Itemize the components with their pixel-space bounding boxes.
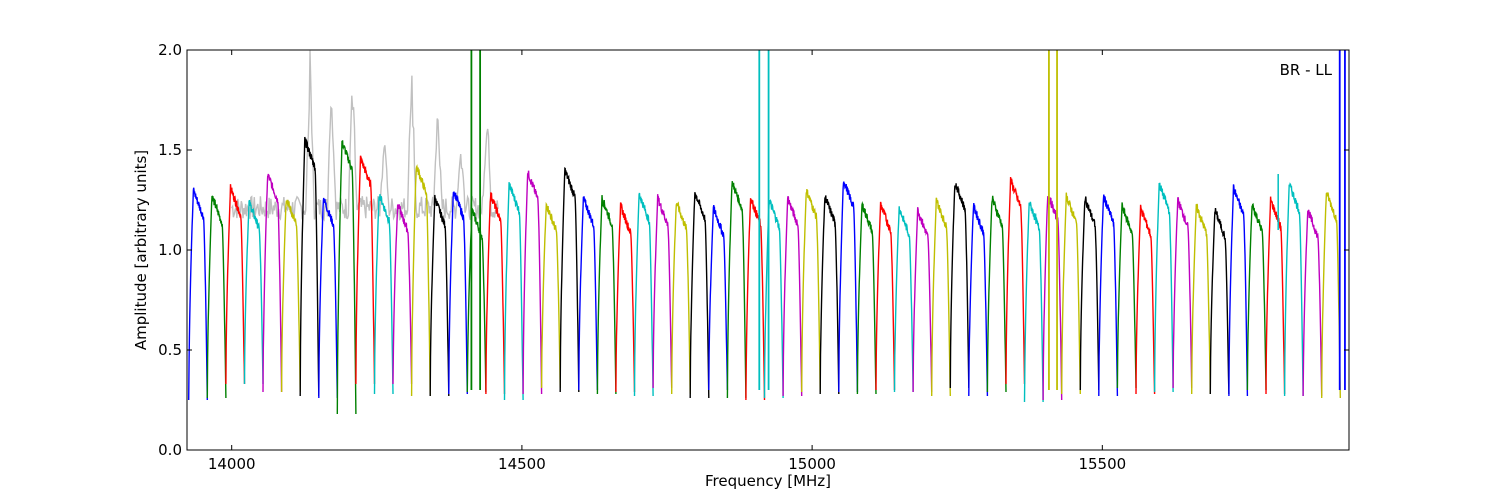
- channel-line: [522, 170, 543, 395]
- channel-line: [318, 197, 338, 399]
- channel-line: [578, 196, 599, 391]
- channel-line: [243, 199, 264, 385]
- channel-line: [410, 164, 431, 397]
- channel-line: [392, 204, 413, 385]
- x-tick-label: 14500: [498, 455, 546, 473]
- channel-line: [652, 194, 673, 389]
- channel-line: [485, 192, 506, 395]
- channel-line: [206, 195, 227, 399]
- channel-line: [280, 199, 301, 393]
- channel-line: [633, 192, 654, 397]
- channel-line: [689, 192, 710, 399]
- channel-line: [1116, 202, 1137, 389]
- y-tick-label: 0.5: [158, 341, 182, 359]
- channel-line: [708, 204, 729, 391]
- channel-line: [1246, 202, 1267, 391]
- channel-line: [819, 195, 840, 395]
- y-tick-label: 2.0: [158, 41, 182, 59]
- channel-line: [671, 201, 691, 395]
- x-axis-label: Frequency [MHz]: [705, 472, 831, 490]
- channel-line: [745, 198, 766, 401]
- channel-line: [355, 155, 376, 385]
- channel-line: [1228, 184, 1249, 397]
- channel-line: [1042, 196, 1063, 401]
- channel-line: [726, 181, 747, 399]
- channel-line: [615, 202, 636, 393]
- channel-line: [1283, 182, 1304, 397]
- y-axis-label: Amplitude [arbitrary units]: [132, 150, 150, 350]
- channel-line: [448, 191, 468, 395]
- channel-line: [1320, 192, 1341, 399]
- channel-line: [1265, 196, 1286, 395]
- channel-series: [188, 136, 1341, 415]
- channel-line: [912, 207, 933, 393]
- channel-line: [782, 195, 803, 397]
- channel-line: [503, 182, 524, 401]
- channel-line: [1302, 209, 1323, 397]
- channel-line: [875, 201, 896, 391]
- channel-line: [373, 194, 394, 395]
- channel-line: [1209, 208, 1230, 395]
- channel-line: [1153, 182, 1174, 393]
- spike-series: [470, 50, 1346, 390]
- channel-line: [801, 189, 821, 393]
- channel-line: [1135, 204, 1156, 395]
- y-tick-label: 1.0: [158, 241, 182, 259]
- channel-line: [188, 187, 208, 401]
- channel-line: [1005, 176, 1026, 385]
- channel-line: [466, 207, 487, 393]
- y-tick-label: 0.0: [158, 441, 182, 459]
- channel-line: [968, 202, 989, 397]
- channel-line: [540, 201, 561, 389]
- channel-line: [949, 183, 970, 389]
- baseline-annotation: BR - LL: [1280, 61, 1333, 79]
- channel-line: [986, 195, 1007, 393]
- channel-line: [596, 195, 617, 395]
- axis-ticks: 14000 14500 15000 15500 0.0 0.5 1.0 1.5 2.0: [158, 41, 1349, 473]
- rfi-background-trace: [231, 50, 499, 222]
- channel-line: [838, 181, 859, 393]
- channel-line: [1060, 192, 1081, 395]
- channel-line: [559, 167, 580, 393]
- channel-line: [931, 197, 951, 397]
- channel-line: [429, 194, 450, 397]
- channel-line: [893, 206, 914, 393]
- channel-line: [1172, 197, 1193, 389]
- channel-line: [763, 198, 784, 399]
- channel-line: [1098, 194, 1119, 397]
- channel-line: [262, 173, 283, 393]
- y-tick-label: 1.5: [158, 141, 182, 159]
- x-tick-label: 14000: [208, 455, 256, 473]
- channel-line: [299, 136, 320, 397]
- x-tick-label: 15000: [788, 455, 836, 473]
- x-tick-label: 15500: [1078, 455, 1126, 473]
- channel-line: [336, 140, 357, 415]
- channel-line: [1023, 201, 1044, 403]
- rfi-trace: [231, 50, 499, 222]
- channel-line: [1190, 203, 1211, 395]
- channel-line: [1079, 196, 1100, 391]
- channel-line: [225, 184, 246, 385]
- channel-line: [856, 200, 877, 395]
